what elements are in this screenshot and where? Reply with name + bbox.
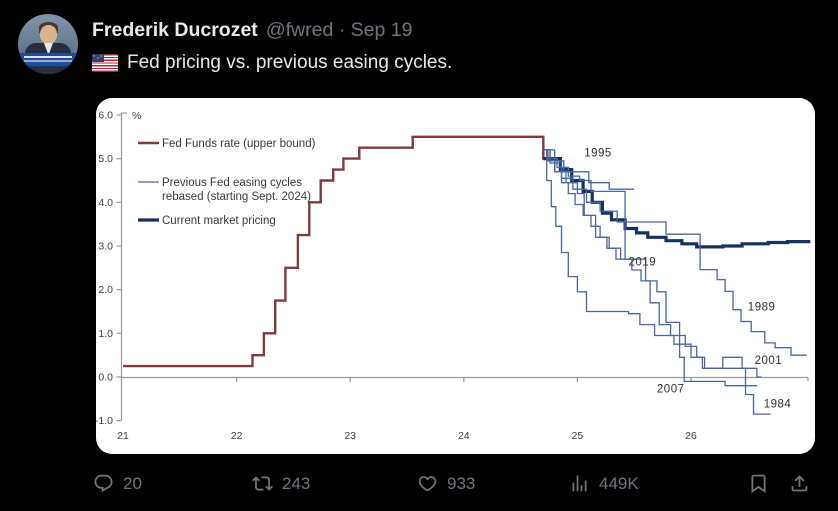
- reply-button[interactable]: 20: [93, 470, 142, 496]
- author-name[interactable]: Frederik Ducrozet: [92, 19, 258, 41]
- year-label-1989: 1989: [748, 302, 776, 314]
- author-handle-date[interactable]: @fwred · Sep 19: [265, 19, 413, 41]
- x-tick-label: 21: [117, 430, 129, 442]
- legend-label: Previous Fed easing cycles: [162, 177, 302, 189]
- avatar-detail: [40, 25, 57, 44]
- y-tick-label: 2.0: [98, 284, 113, 296]
- series-line-2019: [542, 149, 641, 260]
- views-button[interactable]: 449K: [569, 470, 639, 496]
- bookmark-button[interactable]: [748, 470, 769, 496]
- y-tick-label: -1.0: [96, 415, 113, 427]
- year-label-1984: 1984: [764, 399, 792, 411]
- series-line-fed-funds-rate-upper-bound-: [123, 135, 546, 368]
- x-tick-label: 24: [458, 430, 470, 442]
- share-button[interactable]: [789, 470, 810, 496]
- easing-cycles-chart[interactable]: 6.0 5.0 4.0 3.0 2.0 1.0 0.0 -1.0% 21 22 23 24 25 26 19…: [96, 98, 815, 454]
- tweet-text-row: Fed pricing vs. previous easing cycles.: [92, 50, 452, 76]
- x-tick-label: 26: [685, 430, 697, 442]
- series-line-1984: [542, 149, 771, 415]
- x-tick-label: 22: [231, 430, 243, 442]
- y-tick-label: 6.0: [98, 109, 113, 121]
- series-line-1989: [542, 149, 807, 356]
- legend-label: rebased (starting Sept. 2024): [162, 191, 311, 203]
- repost-icon: [252, 475, 273, 491]
- tweet-media-card[interactable]: 6.0 5.0 4.0 3.0 2.0 1.0 0.0 -1.0% 21 22 23 24 25 26 19…: [96, 98, 815, 454]
- year-label-2019: 2019: [629, 257, 657, 269]
- heart-icon: [418, 475, 437, 492]
- year-label-1995: 1995: [584, 147, 612, 159]
- series-line-current-market-pricing: [543, 157, 811, 249]
- legend-label: Current market pricing: [162, 215, 276, 227]
- reply-count: 20: [123, 473, 142, 493]
- avatar[interactable]: [18, 14, 78, 74]
- views-icon: [572, 475, 587, 491]
- views-count: 449K: [599, 473, 639, 493]
- us-flag-icon: [92, 54, 118, 72]
- year-label-2007: 2007: [657, 383, 685, 395]
- series-line-2007: [542, 149, 757, 387]
- tweet-text: Fed pricing vs. previous easing cycles.: [127, 52, 453, 73]
- bookmark-icon: [751, 474, 766, 493]
- x-tick-label: 23: [344, 430, 356, 442]
- y-tick-label: 4.0: [98, 197, 113, 209]
- repost-button[interactable]: 243: [252, 470, 310, 496]
- y-tick-label: 3.0: [98, 240, 113, 252]
- repost-count: 243: [282, 473, 311, 493]
- y-tick-label: 5.0: [98, 153, 113, 165]
- share-icon: [791, 474, 808, 491]
- post-header: Frederik Ducrozet @fwred · Sep 19: [92, 18, 412, 42]
- reply-icon: [94, 474, 113, 492]
- like-count: 933: [447, 473, 476, 493]
- year-label-2001: 2001: [755, 355, 783, 367]
- avatar-detail: [44, 43, 53, 55]
- x-tick-label: 25: [572, 430, 584, 442]
- avatar-detail: [18, 53, 78, 66]
- y-tick-label: 0.0: [98, 372, 113, 384]
- legend-label: Fed Funds rate (upper bound): [162, 138, 316, 150]
- y-unit-label: %: [132, 110, 141, 122]
- y-tick-label: 1.0: [98, 328, 113, 340]
- like-button[interactable]: 933: [417, 470, 475, 496]
